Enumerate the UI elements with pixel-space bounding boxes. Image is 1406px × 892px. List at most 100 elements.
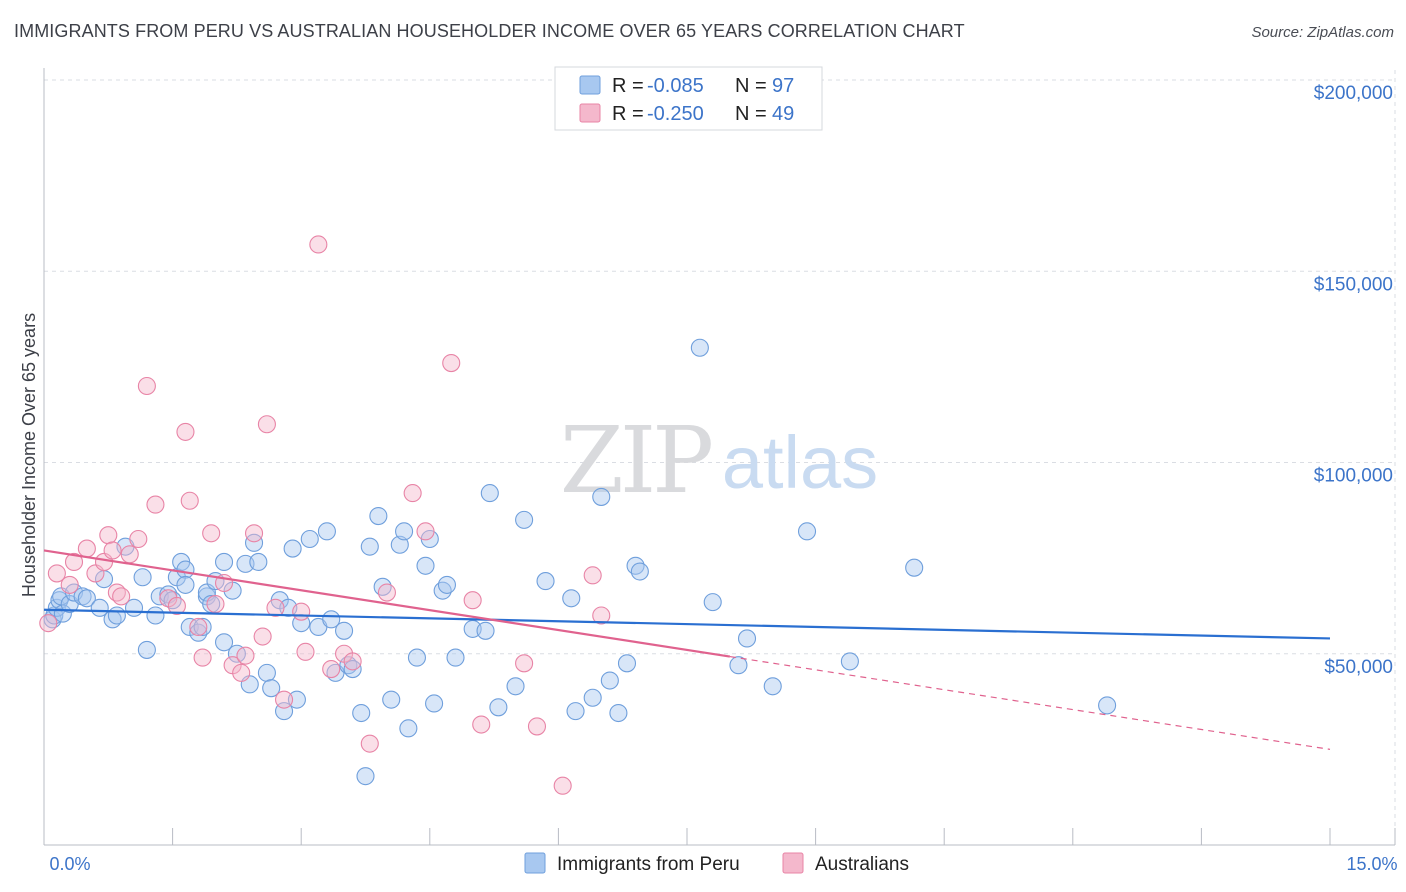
point-australians: [403, 484, 422, 503]
point-peru: [77, 589, 96, 608]
point-peru: [352, 703, 371, 723]
point-peru: [300, 529, 319, 549]
bottom-legend-swatch-australians: [782, 852, 804, 874]
point-australians: [232, 663, 251, 682]
point-australians: [137, 376, 156, 396]
point-peru: [343, 659, 362, 679]
trend-line-australians-dashed: [729, 655, 1331, 750]
point-peru: [214, 633, 234, 652]
point-australians: [253, 627, 272, 646]
point-australians: [103, 541, 122, 560]
point-peru: [360, 537, 379, 556]
point-australians: [64, 552, 84, 572]
point-peru: [905, 558, 924, 577]
point-australians: [244, 524, 264, 543]
series-australians-points: [39, 235, 611, 795]
point-peru: [390, 535, 409, 554]
point-australians: [296, 642, 315, 661]
point-peru: [609, 703, 628, 723]
point-peru: [476, 621, 495, 640]
legend-n-value-australians: 49: [772, 103, 794, 125]
point-australians: [343, 652, 362, 671]
legend-r-value-australians: -0.250: [647, 103, 704, 125]
point-australians: [193, 648, 212, 667]
trend-line-peru-solid: [43, 608, 1331, 640]
point-australians: [129, 529, 148, 549]
point-peru: [176, 575, 195, 594]
legend-r-value-peru: -0.085: [647, 75, 704, 97]
point-australians: [322, 659, 341, 679]
point-australians: [583, 566, 602, 585]
x-tick-label-min: 0.0%: [49, 854, 90, 874]
point-peru: [840, 652, 859, 671]
point-australians: [416, 522, 435, 541]
point-australians: [39, 614, 58, 633]
point-peru: [137, 640, 156, 659]
point-peru: [244, 533, 264, 552]
point-australians: [60, 575, 79, 594]
point-peru: [737, 629, 757, 648]
point-australians: [189, 617, 208, 637]
point-peru: [382, 690, 401, 709]
point-australians: [377, 583, 396, 602]
point-peru: [395, 522, 414, 541]
point-peru: [262, 679, 281, 698]
point-peru: [583, 688, 602, 707]
point-australians: [112, 587, 131, 606]
point-australians: [360, 734, 379, 753]
point-peru: [133, 568, 152, 587]
point-australians: [146, 495, 165, 514]
point-peru: [630, 562, 649, 581]
trend-line-australians-solid: [43, 549, 731, 658]
point-peru: [480, 484, 499, 503]
point-australians: [309, 235, 328, 254]
legend-swatch-australians: [579, 103, 601, 123]
point-peru: [506, 677, 525, 696]
point-australians: [275, 690, 294, 709]
bottom-legend-label-australians: Australians: [815, 854, 909, 875]
y-tick-label: $200,000: [1314, 83, 1393, 104]
legend-r-label-australians: R =: [612, 103, 644, 125]
y-tick-labels: $50,000 $100,000 $150,000 $200,000: [1314, 83, 1393, 678]
series-peru-points: [43, 338, 1117, 786]
point-australians: [176, 422, 195, 441]
point-peru: [425, 694, 444, 713]
bottom-legend-label-peru: Immigrants from Peru: [557, 854, 740, 875]
watermark: ZIP atlas: [560, 407, 878, 514]
point-australians: [257, 415, 276, 434]
point-peru: [214, 552, 234, 572]
point-australians: [553, 776, 572, 795]
point-peru: [729, 656, 748, 675]
point-peru: [1098, 696, 1117, 715]
point-peru: [797, 522, 817, 541]
point-peru: [703, 593, 722, 612]
point-peru: [536, 572, 555, 591]
point-australians: [463, 591, 482, 610]
point-australians: [515, 654, 534, 673]
bottom-legend: Immigrants from Peru Australians: [524, 852, 909, 875]
legend-n-label-australians: N =: [735, 103, 767, 125]
y-axis-label: Householder Income Over 65 years: [19, 313, 39, 597]
point-australians: [206, 594, 225, 614]
point-australians: [236, 646, 255, 665]
point-peru: [257, 663, 276, 682]
point-peru: [562, 589, 581, 608]
legend-swatch-peru: [579, 75, 601, 95]
point-australians: [99, 526, 118, 545]
point-australians: [167, 596, 186, 615]
point-peru: [515, 510, 534, 529]
point-australians: [442, 353, 461, 373]
point-australians: [180, 491, 199, 510]
legend-n-label-peru: N =: [735, 75, 767, 97]
point-peru: [176, 560, 195, 579]
point-australians: [77, 539, 96, 558]
chart-source: Source: ZipAtlas.com: [1251, 24, 1394, 41]
point-peru: [356, 767, 375, 786]
point-australians: [47, 564, 66, 583]
point-australians: [266, 598, 285, 617]
gridlines: [44, 70, 1396, 845]
point-peru: [592, 487, 611, 506]
point-peru: [287, 690, 306, 709]
y-tick-label: $100,000: [1314, 466, 1393, 487]
